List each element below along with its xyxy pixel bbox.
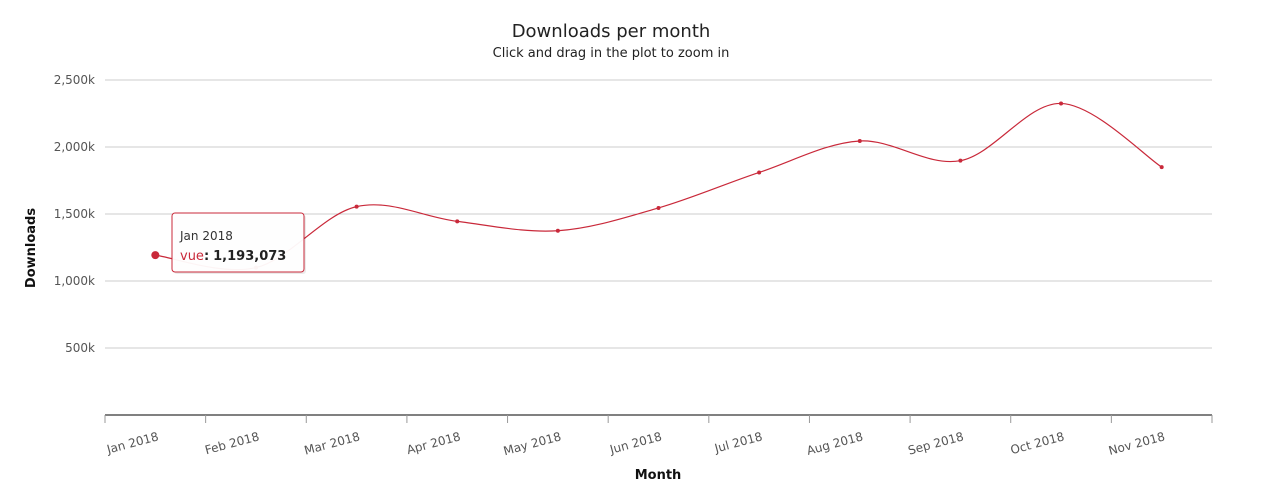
x-tick-label: Sep 2018: [907, 429, 966, 457]
tooltip-series-name: vue: [180, 249, 204, 264]
x-tick-label: Jun 2018: [607, 429, 663, 457]
y-tick-label: 2,500k: [54, 73, 95, 87]
tooltip: Jan 2018 vue: 1,193,073: [171, 212, 306, 274]
x-tick-label: Jul 2018: [712, 429, 764, 455]
x-tick-label: Aug 2018: [805, 429, 864, 457]
data-point[interactable]: [1159, 165, 1164, 170]
data-point[interactable]: [656, 205, 661, 210]
chart-subtitle: Click and drag in the plot to zoom in: [493, 46, 730, 61]
data-point[interactable]: [757, 170, 762, 175]
y-tick-label: 2,000k: [54, 140, 95, 154]
tooltip-value: 1,193,073: [213, 249, 286, 264]
data-point[interactable]: [354, 204, 359, 209]
chart-title: Downloads per month: [512, 21, 711, 42]
x-tick-label: Feb 2018: [203, 429, 260, 457]
tooltip-separator: :: [204, 249, 209, 264]
x-tick-label: Nov 2018: [1107, 429, 1166, 457]
y-tick-label: 1,500k: [54, 207, 95, 221]
x-axis-title: Month: [635, 468, 682, 483]
data-point[interactable]: [1059, 101, 1064, 106]
x-tick-label: Jan 2018: [104, 429, 160, 456]
x-tick-label: Apr 2018: [405, 429, 462, 457]
x-tick-label: Mar 2018: [303, 429, 362, 457]
series-line: [155, 102, 1163, 271]
data-point-hovered[interactable]: [151, 251, 160, 260]
y-axis-title: Downloads: [24, 208, 39, 288]
data-point[interactable]: [857, 138, 862, 143]
tooltip-date: Jan 2018: [179, 229, 233, 243]
x-tick-label: Oct 2018: [1009, 429, 1066, 457]
y-tick-label: 1,000k: [54, 274, 95, 288]
y-axis-ticks: 500k 1,000k 1,500k 2,000k 2,500k: [54, 73, 95, 355]
x-tick-label: May 2018: [502, 429, 563, 458]
data-point[interactable]: [555, 228, 560, 233]
tooltip-box: [171, 212, 305, 273]
y-tick-label: 500k: [65, 341, 95, 355]
svg-text:vue:1,193,073: vue: 1,193,073: [180, 249, 286, 264]
data-point[interactable]: [958, 158, 963, 163]
x-axis-ticks: Jan 2018 Feb 2018 Mar 2018 Apr 2018 May 2018…: [104, 415, 1213, 458]
data-point[interactable]: [455, 219, 460, 224]
